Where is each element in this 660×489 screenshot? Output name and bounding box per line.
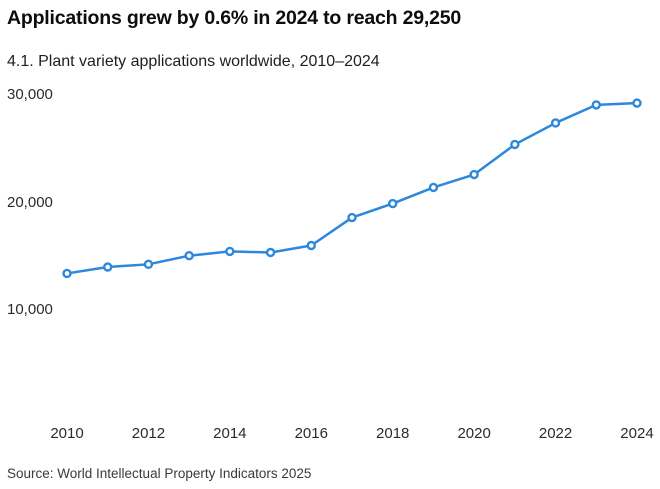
data-point-2014[interactable] (225, 246, 235, 257)
x-tick-label: 2016 (294, 425, 328, 442)
chart-subtitle: 4.1. Plant variety applications worldwid… (7, 53, 380, 70)
data-point-2023[interactable] (591, 100, 601, 110)
data-point-2013[interactable] (184, 251, 194, 261)
chart-title: Applications grew by 0.6% in 2024 to rea… (7, 7, 462, 29)
y-tick-label: 10,000 (7, 301, 53, 318)
x-tick-label: 2014 (213, 425, 247, 442)
x-tick-label: 2018 (376, 425, 410, 442)
x-tick-label: 2020 (457, 425, 491, 442)
y-tick-label: 30,000 (7, 86, 53, 103)
data-point-2020[interactable] (469, 169, 479, 180)
source-note: Source: World Intellectual Property Indi… (7, 466, 312, 481)
x-tick-label: 2012 (131, 425, 166, 442)
data-point-2019[interactable] (428, 182, 439, 193)
data-point-2017[interactable] (347, 212, 357, 223)
x-tick-label: 2010 (50, 425, 84, 442)
x-tick-label: 2022 (538, 425, 573, 442)
data-point-2011[interactable] (103, 262, 113, 272)
data-point-2010[interactable] (62, 268, 72, 279)
data-point-2015[interactable] (265, 247, 276, 258)
y-tick-label: 20,000 (7, 193, 53, 211)
data-point-2012[interactable] (143, 259, 154, 270)
data-line (65, 101, 639, 275)
data-point-2022[interactable] (550, 118, 561, 128)
data-point-2016[interactable] (306, 240, 316, 251)
data-point-2024[interactable] (632, 98, 642, 108)
data-point-2018[interactable] (388, 198, 398, 209)
data-point-2021[interactable] (510, 139, 520, 150)
x-tick-label: 2024 (620, 425, 654, 442)
